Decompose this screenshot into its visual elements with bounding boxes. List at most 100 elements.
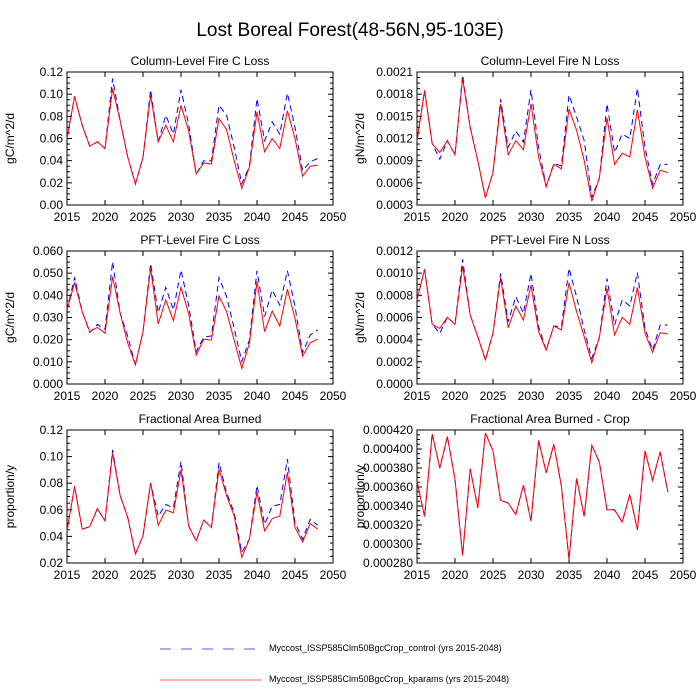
series-line-kparams [416, 78, 668, 202]
series-line-kparams [416, 432, 669, 560]
y-tick-label: 0.020 [33, 333, 63, 347]
y-axis-label: gN/m^2/d [353, 113, 367, 164]
series-line-control [66, 261, 319, 366]
y-tick-label: 0.04 [40, 154, 64, 168]
y-axis-label: proportion/y [3, 465, 17, 528]
series-line-control [66, 449, 319, 556]
panel-title: Fractional Area Burned - Crop [470, 412, 630, 426]
x-tick-label: 2030 [168, 568, 195, 582]
x-tick-label: 2020 [92, 210, 119, 224]
x-tick-label: 2035 [556, 389, 583, 403]
panel-title: Fractional Area Burned [139, 412, 262, 426]
x-tick-label: 2045 [632, 568, 659, 582]
panel-4: PFT-Level Fire N Loss gN/m^2/d 2015 2020 202… [353, 233, 697, 403]
panel-5: Fractional Area Burned proportion/y 2015 20… [3, 412, 347, 582]
x-tick-label: 2050 [670, 389, 697, 403]
x-tick-label: 2020 [442, 210, 469, 224]
x-tick-label: 2015 [404, 210, 431, 224]
x-tick-label: 2030 [518, 210, 545, 224]
y-tick-label: 0.000300 [363, 537, 413, 551]
series-line-kparams [416, 265, 668, 365]
x-tick-label: 2050 [320, 210, 347, 224]
y-tick-label: 0.02 [40, 176, 64, 190]
y-tick-label: 0.000320 [363, 518, 413, 532]
y-tick-label: 0.12 [40, 65, 64, 79]
panel-6: Fractional Area Burned - Crop proportion/… [353, 412, 697, 582]
y-tick-label: 0.0003 [376, 198, 413, 212]
x-tick-label: 2030 [518, 389, 545, 403]
x-tick-label: 2040 [594, 568, 621, 582]
y-tick-label: 0.000420 [363, 423, 413, 437]
x-tick-label: 2035 [206, 210, 233, 224]
y-tick-label: 0.000 [33, 377, 63, 391]
plot-frame [66, 71, 334, 206]
panel-title: PFT-Level Fire C Loss [140, 233, 259, 247]
x-tick-label: 2020 [92, 568, 119, 582]
y-tick-label: 0.10 [40, 87, 64, 101]
panel-title: Column-Level Fire C Loss [131, 54, 270, 68]
x-tick-label: 2050 [320, 389, 347, 403]
y-tick-label: 0.0010 [376, 266, 413, 280]
x-tick-label: 2030 [168, 389, 195, 403]
series-line-control [66, 78, 319, 186]
y-tick-label: 0.000400 [363, 442, 413, 456]
panel-title: PFT-Level Fire N Loss [490, 233, 609, 247]
x-tick-label: 2020 [92, 389, 119, 403]
y-tick-label: 0.12 [40, 423, 64, 437]
x-tick-label: 2045 [282, 389, 309, 403]
x-tick-label: 2045 [282, 210, 309, 224]
y-tick-label: 0.0012 [376, 132, 413, 146]
series-line-control [416, 74, 668, 198]
legend-label-kparams: Myccost_ISSP585Clm50BgcCrop_kparams (yrs… [269, 674, 510, 684]
y-tick-label: 0.02 [40, 556, 64, 570]
x-tick-label: 2040 [594, 210, 621, 224]
x-tick-label: 2025 [480, 389, 507, 403]
series-line-kparams [66, 88, 318, 191]
x-tick-label: 2045 [632, 389, 659, 403]
y-axis-label: proportion/y [353, 465, 367, 528]
x-tick-label: 2030 [168, 210, 195, 224]
x-tick-label: 2025 [480, 568, 507, 582]
y-tick-label: 0.0004 [376, 333, 413, 347]
y-tick-label: 0.060 [33, 244, 63, 258]
y-tick-label: 0.0006 [376, 311, 413, 325]
y-tick-label: 0.04 [40, 529, 64, 543]
y-tick-label: 0.06 [40, 503, 64, 517]
y-axis-label: gC/m^2/d [3, 113, 17, 164]
y-tick-label: 0.050 [33, 266, 63, 280]
panel-3: PFT-Level Fire C Loss gC/m^2/d 2015 2020 202… [3, 233, 347, 403]
series-line-kparams [66, 453, 319, 560]
plot-frame [66, 429, 334, 564]
y-tick-label: 0.0018 [376, 87, 413, 101]
y-tick-label: 0.040 [33, 288, 63, 302]
panel-1: Column-Level Fire C Loss gC/m^2/d 2015 2020… [3, 54, 347, 224]
x-tick-label: 2050 [670, 568, 697, 582]
series-line-kparams [66, 268, 319, 371]
y-tick-label: 0.0009 [376, 154, 413, 168]
y-tick-label: 0.08 [40, 109, 64, 123]
panel-2: Column-Level Fire N Loss gN/m^2/d 2015 2020… [353, 54, 697, 224]
x-tick-label: 2040 [244, 568, 271, 582]
x-tick-label: 2025 [130, 210, 157, 224]
series-line-control [416, 259, 668, 362]
y-tick-label: 0.06 [40, 132, 64, 146]
x-tick-label: 2045 [282, 568, 309, 582]
x-tick-label: 2015 [54, 210, 81, 224]
y-tick-label: 0.00 [40, 198, 64, 212]
x-tick-label: 2050 [670, 210, 697, 224]
x-tick-label: 2045 [632, 210, 659, 224]
x-tick-label: 2020 [442, 389, 469, 403]
legend-label-control: Myccost_ISSP585Clm50BgcCrop_control (yrs… [269, 643, 502, 653]
y-axis-label: gN/m^2/d [353, 292, 367, 343]
y-tick-label: 0.000280 [363, 556, 413, 570]
y-tick-label: 0.030 [33, 311, 63, 325]
y-tick-label: 0.0008 [376, 288, 413, 302]
y-tick-label: 0.0015 [376, 109, 413, 123]
x-tick-label: 2035 [206, 389, 233, 403]
x-tick-label: 2015 [54, 568, 81, 582]
x-tick-label: 2020 [442, 568, 469, 582]
x-tick-label: 2035 [206, 568, 233, 582]
y-tick-label: 0.08 [40, 476, 64, 490]
y-tick-label: 0.10 [40, 450, 64, 464]
